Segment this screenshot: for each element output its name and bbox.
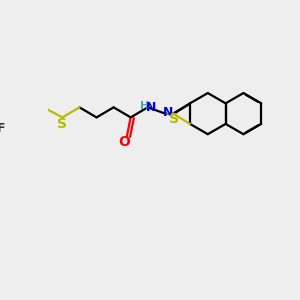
Text: S: S (169, 112, 179, 126)
Text: N: N (146, 101, 156, 114)
Text: N: N (163, 106, 173, 118)
Text: F: F (0, 122, 5, 135)
Text: H: H (140, 101, 149, 111)
Text: S: S (57, 117, 67, 131)
Text: O: O (118, 135, 130, 149)
